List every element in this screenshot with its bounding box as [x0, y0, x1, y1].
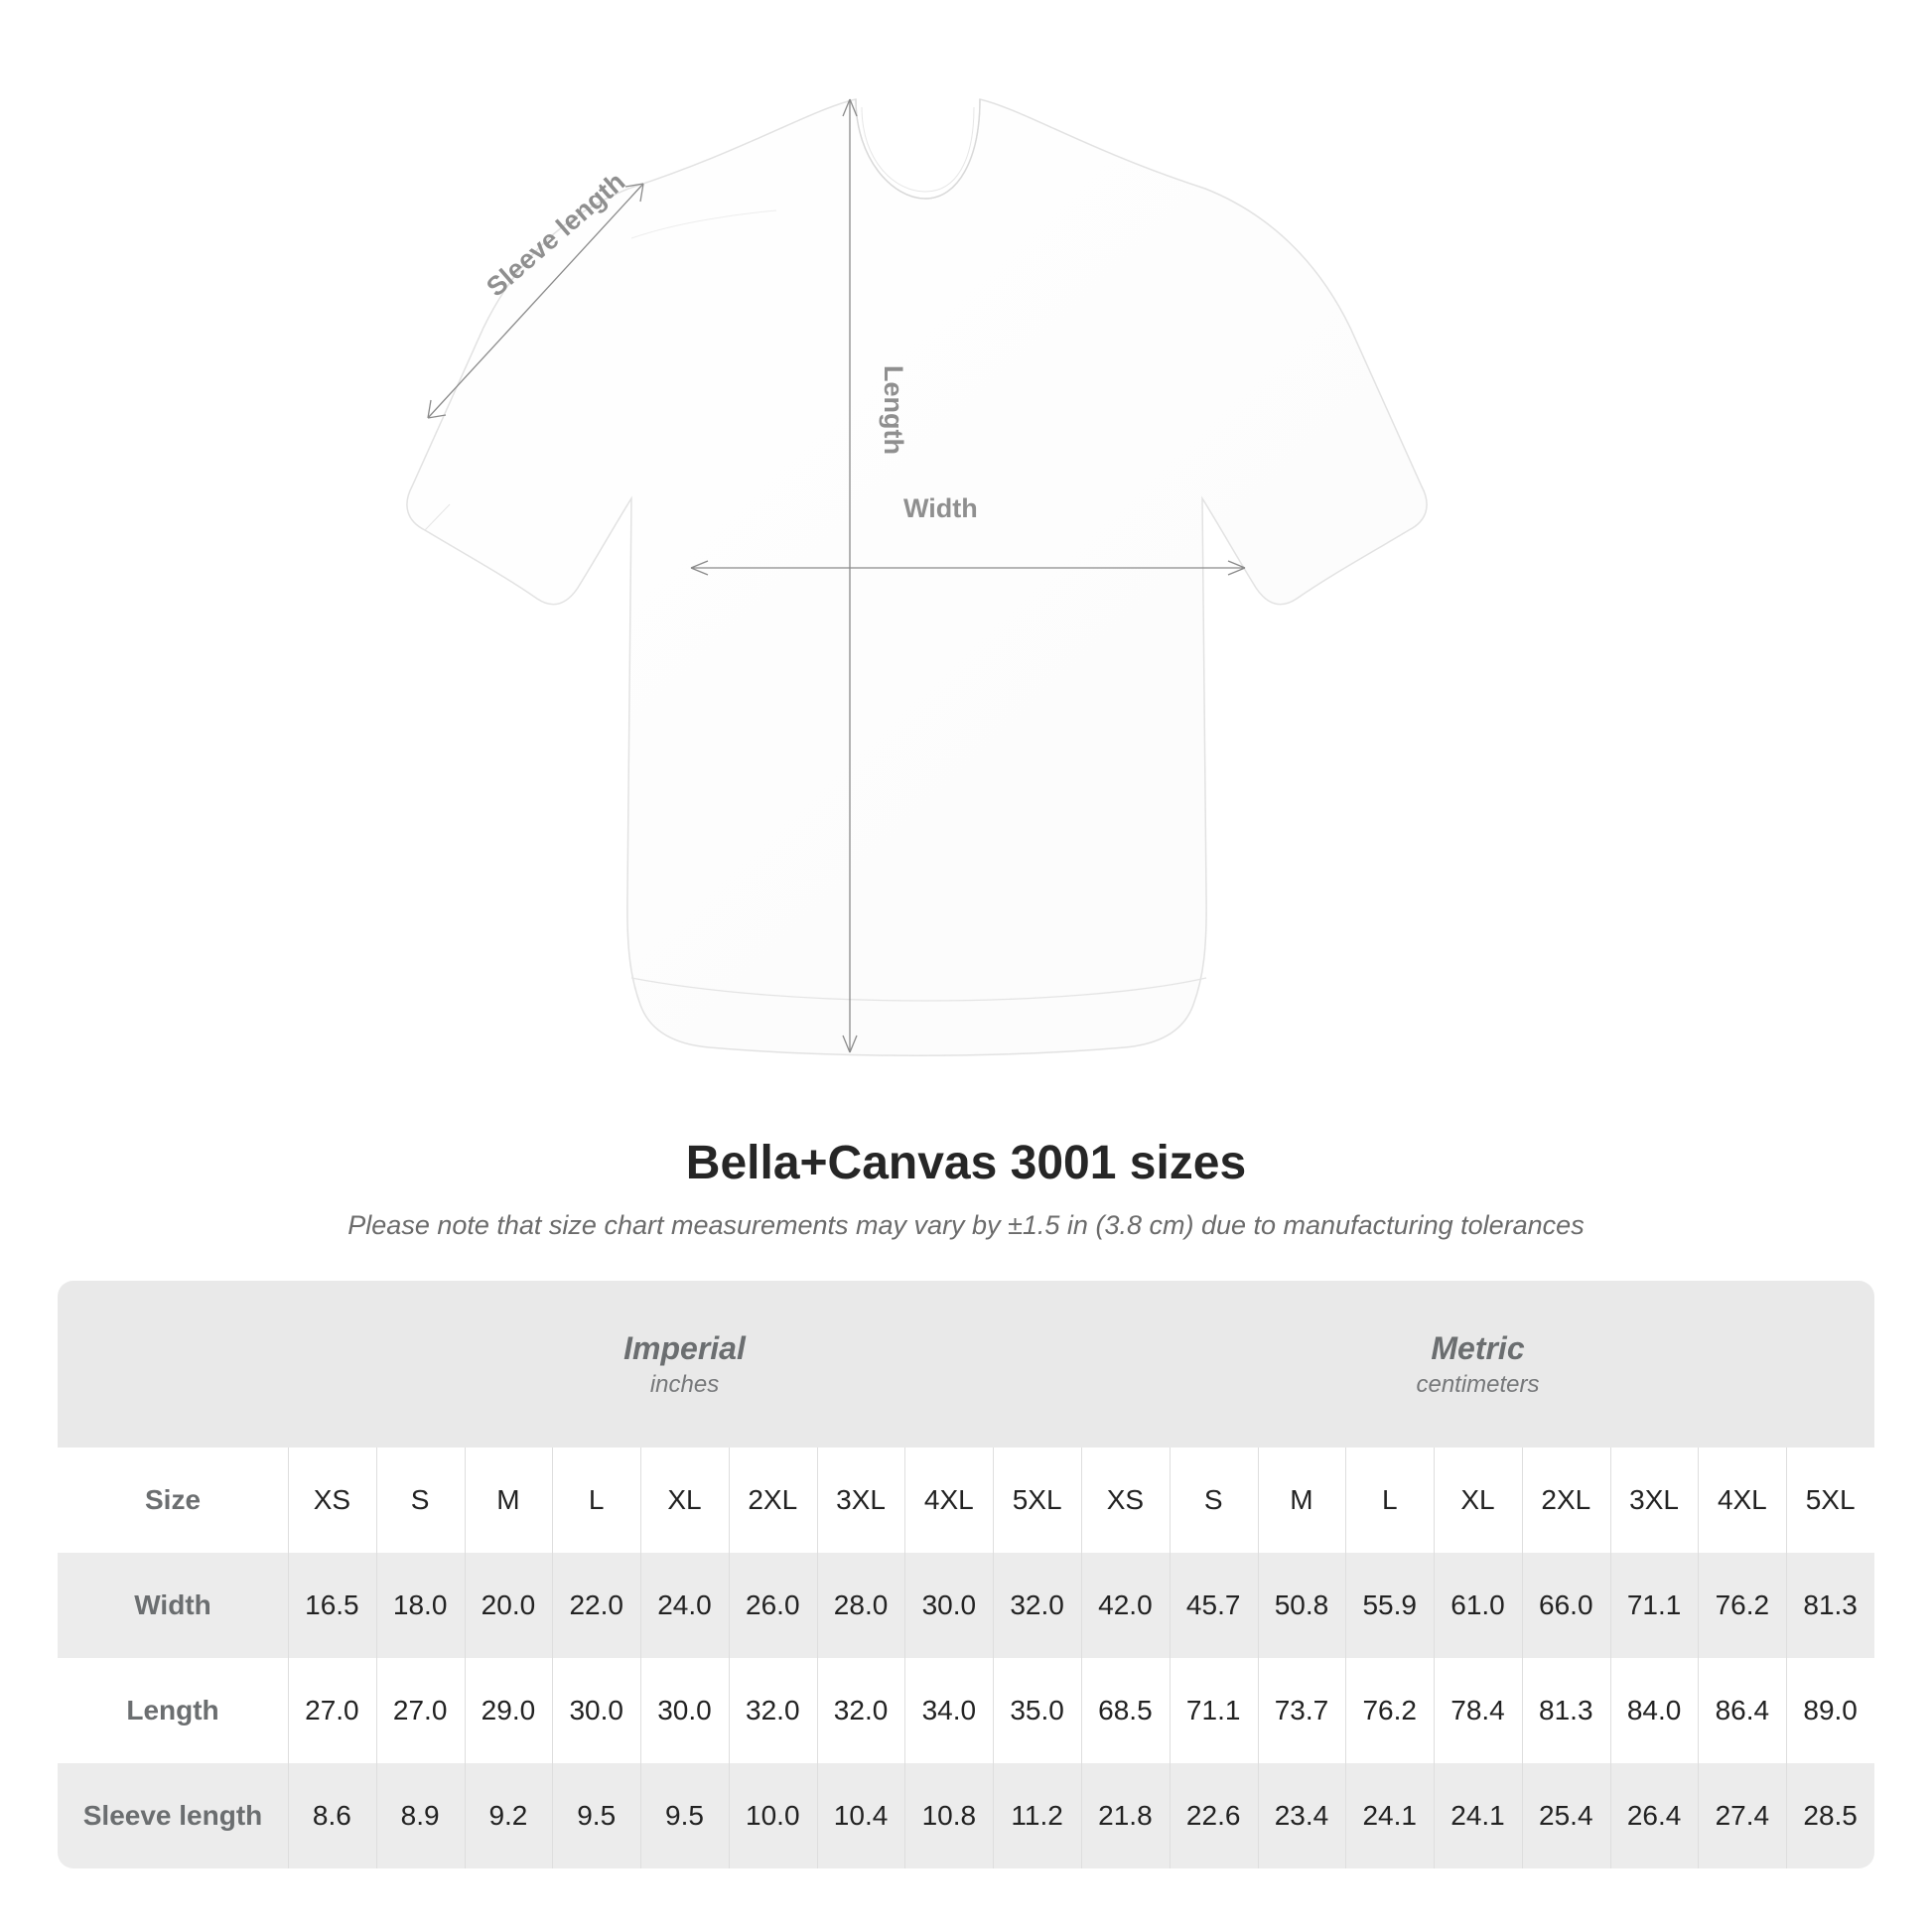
- svg-text:Length: Length: [879, 365, 908, 455]
- svg-text:Width: Width: [903, 493, 978, 523]
